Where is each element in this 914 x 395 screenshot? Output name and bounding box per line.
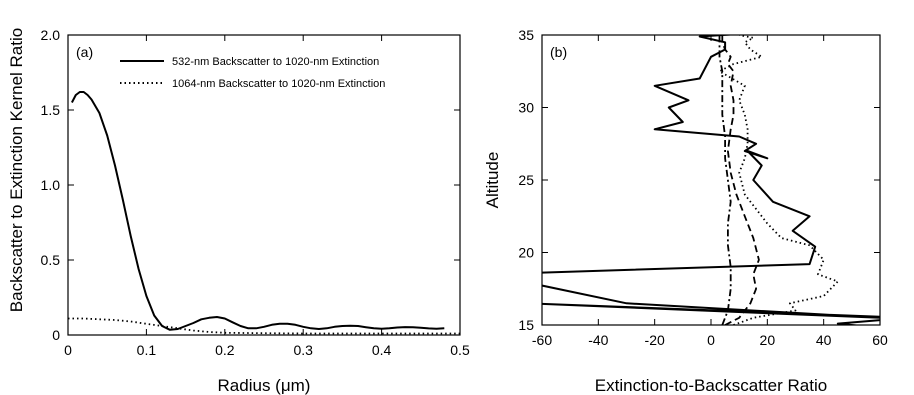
series-solid-line-0 — [72, 92, 444, 330]
x-axis-label: Extinction-to-Backscatter Ratio — [595, 376, 827, 395]
series-solid-line-0 — [528, 32, 908, 328]
y-tick-label: 20 — [518, 245, 534, 261]
x-tick-label: -20 — [645, 332, 665, 348]
legend-entry: 532-nm Backscatter to 1020-nm Extinction — [172, 56, 379, 68]
plot-area — [68, 92, 460, 334]
y-axis-label: Altitude — [483, 152, 502, 209]
panel-a: 0 0.1 0.2 0.3 0.4 0.5 0 0.5 1.0 1.5 2.0 Radius (μm)… — [7, 27, 470, 395]
x-tick-label: 0.1 — [137, 342, 157, 358]
series-dotted-line-1 — [720, 35, 838, 325]
plot-area — [528, 32, 908, 328]
y-tick-label: 2.0 — [41, 27, 61, 43]
x-tick-label: 40 — [816, 332, 832, 348]
series-dashdot-line-3 — [720, 35, 731, 325]
y-tick-label: 35 — [518, 27, 534, 43]
y-tick-label: 0 — [52, 327, 60, 343]
x-tick-label: 0.2 — [215, 342, 235, 358]
panel-label: (b) — [550, 44, 567, 60]
x-tick-label: 0.4 — [372, 342, 392, 358]
panel-label: (a) — [76, 44, 93, 60]
y-tick-label: 0.5 — [41, 252, 61, 268]
x-axis-label: Radius (μm) — [218, 376, 311, 395]
x-tick-label: 0.3 — [293, 342, 313, 358]
x-tick-label: 20 — [760, 332, 776, 348]
y-tick-label: 15 — [518, 317, 534, 333]
legend-entry: 1064-nm Backscatter to 1020-nm Extinctio… — [172, 78, 385, 90]
y-axis-label: Backscatter to Extinction Kernel Ratio — [7, 28, 26, 312]
y-tick-label: 1.5 — [41, 102, 61, 118]
x-tick-label: -40 — [588, 332, 608, 348]
x-tick-label: 0.5 — [450, 342, 470, 358]
panel-b: -60 -40 -20 0 20 40 60 15 20 25 30 35 Extinction-to-… — [483, 27, 908, 395]
y-tick-label: 25 — [518, 172, 534, 188]
x-tick-label: 0 — [64, 342, 72, 358]
y-tick-label: 1.0 — [41, 177, 61, 193]
legend: 532-nm Backscatter to 1020-nm Extinction… — [120, 56, 385, 90]
x-tick-label: 0 — [707, 332, 715, 348]
x-tick-label: -60 — [532, 332, 552, 348]
x-tick-label: 60 — [872, 332, 888, 348]
y-tick-label: 30 — [518, 100, 534, 116]
plot-frame — [542, 35, 880, 325]
